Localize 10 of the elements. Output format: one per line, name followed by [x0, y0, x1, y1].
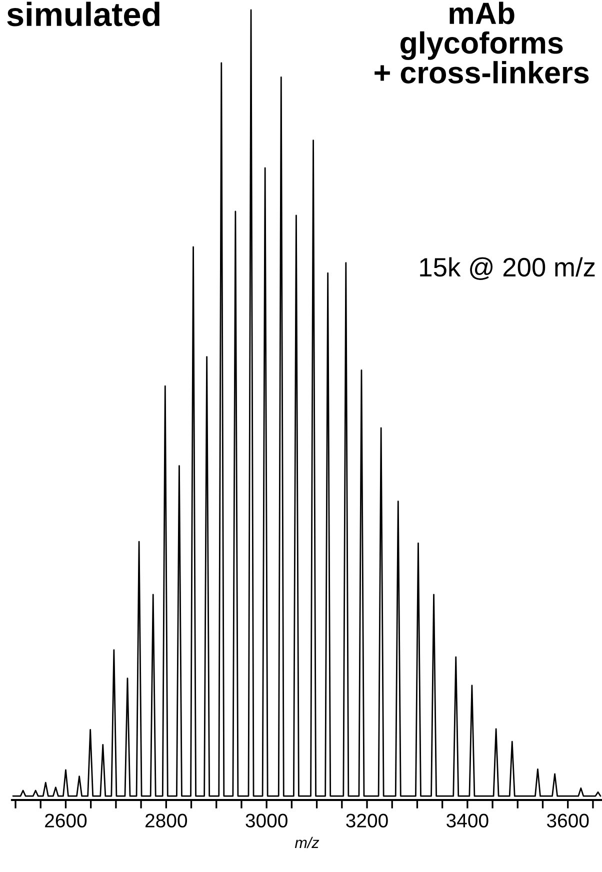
annotation: 15k @ 200 m/z	[420, 257, 595, 280]
x-tick-label: 3200	[346, 814, 388, 828]
x-tick-label: 2600	[45, 814, 87, 828]
x-tick-label: 3400	[446, 814, 488, 828]
x-tick-label: 3600	[546, 814, 589, 828]
x-tick-label: 3000	[246, 814, 288, 828]
x-axis-title: m/z	[294, 836, 320, 848]
x-tick-label: 2800	[146, 814, 188, 828]
chart-title: simulated	[7, 2, 160, 26]
text: mAb glycoforms + cross-linkers	[374, 2, 589, 84]
